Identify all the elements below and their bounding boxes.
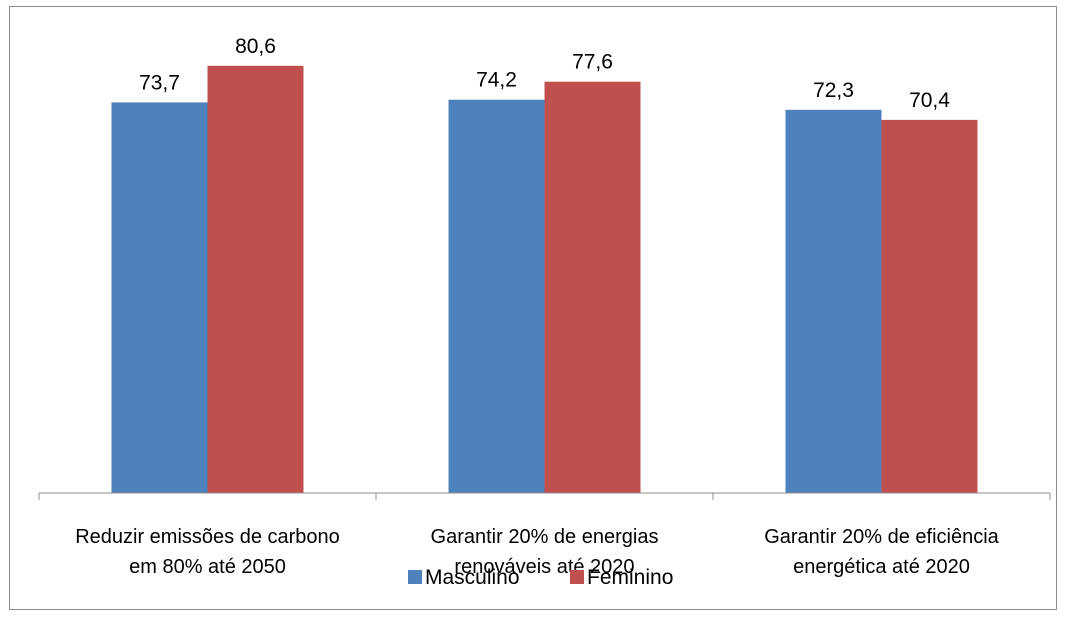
legend-label-feminino: Feminino <box>587 566 673 589</box>
x-tick-label-2: Garantir 20% de energias renováveis até 2… <box>431 526 659 578</box>
bar-feminino-2 <box>544 81 641 493</box>
bar-feminino-1 <box>207 65 304 493</box>
bar-masculino-2 <box>448 99 545 494</box>
data-label-masculino-2: 74,2 <box>476 69 517 92</box>
bar-masculino-1 <box>111 102 208 493</box>
bar-masculino-3 <box>785 109 882 493</box>
data-label-feminino-3: 70,4 <box>909 89 950 112</box>
bar-feminino-3 <box>881 119 978 493</box>
legend-label-masculino: Masculino <box>425 566 520 589</box>
data-label-feminino-2: 77,6 <box>572 51 613 74</box>
data-label-masculino-1: 73,7 <box>139 71 180 94</box>
legend-swatch-feminino <box>570 570 584 584</box>
x-tick-label-1: Reduzir emissões de carbono em 80% até 20… <box>75 526 340 578</box>
data-label-masculino-3: 72,3 <box>813 79 854 102</box>
data-label-feminino-1: 80,6 <box>235 35 276 58</box>
x-tick-label-3: Garantir 20% de eficiência energética até… <box>764 526 999 578</box>
legend-swatch-masculino <box>408 570 422 584</box>
